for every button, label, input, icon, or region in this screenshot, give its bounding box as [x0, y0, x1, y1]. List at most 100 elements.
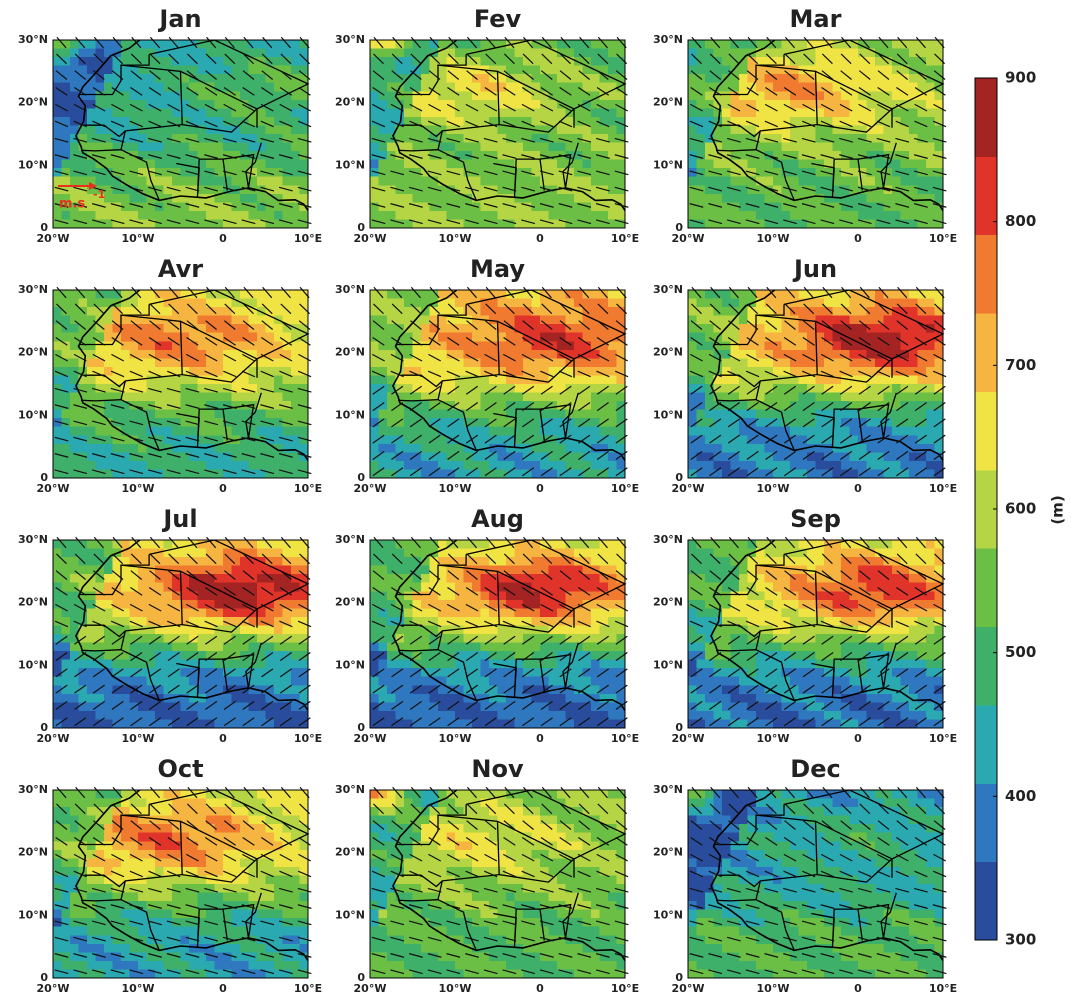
- field-cell: [257, 108, 266, 117]
- field-cell: [867, 177, 876, 186]
- field-cell: [104, 40, 113, 49]
- field-cell: [926, 49, 935, 58]
- field-cell: [87, 160, 96, 169]
- field-cell: [790, 410, 799, 419]
- field-cell: [918, 307, 927, 316]
- field-cell: [138, 461, 147, 470]
- field-cell: [291, 307, 300, 316]
- field-cell: [240, 461, 249, 470]
- field-cell: [155, 151, 164, 160]
- field-cell: [765, 160, 774, 169]
- field-cell: [121, 333, 130, 342]
- field-cell: [574, 194, 583, 203]
- field-cell: [515, 316, 524, 325]
- field-cell: [104, 49, 113, 58]
- field-cell: [455, 40, 464, 49]
- field-cell: [79, 410, 88, 419]
- field-cell: [396, 66, 405, 75]
- field-cell: [506, 444, 515, 453]
- field-cell: [540, 444, 549, 453]
- field-cell: [892, 160, 901, 169]
- field-cell: [591, 49, 600, 58]
- field-cell: [147, 341, 156, 350]
- field-cell: [206, 160, 215, 169]
- field-cell: [121, 418, 130, 427]
- field-cell: [782, 367, 791, 376]
- field-cell: [884, 194, 893, 203]
- field-cell: [70, 393, 79, 402]
- field-cell: [731, 194, 740, 203]
- field-cell: [291, 410, 300, 419]
- field-cell: [447, 177, 456, 186]
- field-cell: [557, 410, 566, 419]
- field-cell: [215, 57, 224, 66]
- field-cell: [87, 57, 96, 66]
- field-cell: [53, 452, 62, 461]
- map-panel: Fev010°N20°N30°N20°W10°W010°E: [335, 5, 639, 245]
- field-cell: [138, 427, 147, 436]
- field-cell: [489, 461, 498, 470]
- field-cell: [583, 299, 592, 308]
- field-cell: [498, 299, 507, 308]
- field-cell: [867, 66, 876, 75]
- field-cell: [138, 418, 147, 427]
- field-cell: [291, 299, 300, 308]
- field-cell: [104, 83, 113, 92]
- lon-tick-label: 10°W: [122, 482, 155, 495]
- field-cell: [867, 100, 876, 109]
- field-cell: [138, 299, 147, 308]
- field-cell: [697, 57, 706, 66]
- field-cell: [404, 350, 413, 359]
- field-cell: [498, 307, 507, 316]
- field-cell: [697, 350, 706, 359]
- field-cell: [506, 194, 515, 203]
- field: [370, 290, 626, 479]
- field-cell: [147, 91, 156, 100]
- field-cell: [87, 333, 96, 342]
- field-cell: [532, 350, 541, 359]
- field-cell: [283, 375, 292, 384]
- field-cell: [215, 367, 224, 376]
- field-cell: [515, 307, 524, 316]
- field-cell: [481, 143, 490, 152]
- field-cell: [138, 100, 147, 109]
- field-cell: [705, 444, 714, 453]
- field-cell: [918, 444, 927, 453]
- field-cell: [549, 194, 558, 203]
- field-cell: [96, 125, 105, 134]
- field-cell: [591, 185, 600, 194]
- field-cell: [240, 211, 249, 220]
- field-cell: [79, 219, 88, 228]
- field-cell: [600, 211, 609, 220]
- field-cell: [283, 393, 292, 402]
- field-cell: [926, 57, 935, 66]
- field-cell: [532, 299, 541, 308]
- field-cell: [790, 333, 799, 342]
- field-cell: [867, 211, 876, 220]
- field-cell: [223, 358, 232, 367]
- field-cell: [62, 333, 71, 342]
- field-cell: [574, 410, 583, 419]
- field-cell: [121, 211, 130, 220]
- field-cell: [87, 168, 96, 177]
- lon-tick-label: 0: [536, 482, 544, 495]
- field-cell: [404, 91, 413, 100]
- field-cell: [557, 66, 566, 75]
- field-cell: [464, 324, 473, 333]
- field-cell: [608, 49, 617, 58]
- field-cell: [155, 177, 164, 186]
- field-cell: [413, 375, 422, 384]
- field-cell: [935, 49, 944, 58]
- field-cell: [232, 194, 241, 203]
- field-cell: [206, 384, 215, 393]
- field-cell: [489, 299, 498, 308]
- field-cell: [583, 143, 592, 152]
- field-cell: [464, 341, 473, 350]
- field-cell: [498, 143, 507, 152]
- field-cell: [739, 444, 748, 453]
- field-cell: [455, 49, 464, 58]
- field-cell: [113, 66, 122, 75]
- field-cell: [748, 410, 757, 419]
- field-cell: [206, 393, 215, 402]
- field-cell: [506, 57, 515, 66]
